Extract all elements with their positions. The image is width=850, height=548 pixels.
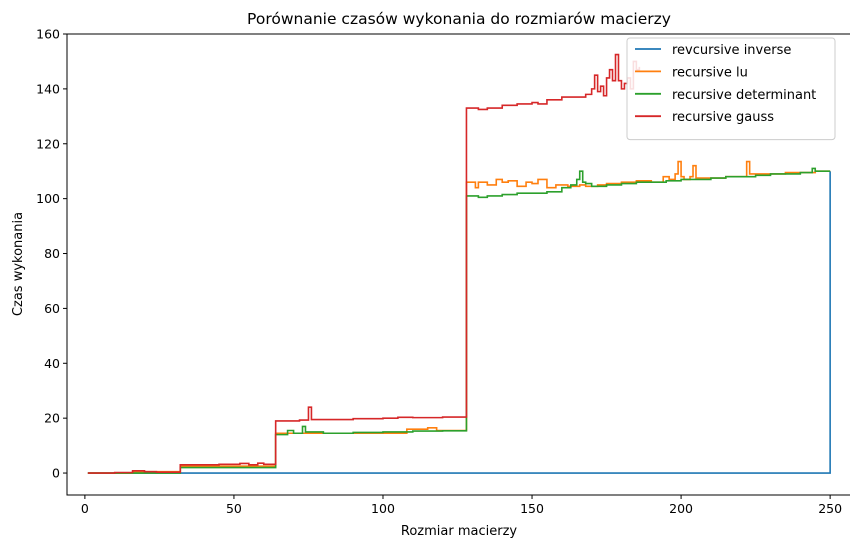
x-axis: 0 50 100 150 200 250 bbox=[81, 495, 842, 516]
plot-frame bbox=[66, 33, 850, 496]
y-tick-label: 160 bbox=[36, 27, 60, 42]
y-tick-label: 80 bbox=[44, 246, 60, 261]
y-axis-label: Czas wykonania bbox=[11, 212, 26, 316]
y-tick-label: 100 bbox=[36, 191, 60, 206]
x-tick-label: 250 bbox=[818, 501, 842, 516]
x-tick-label: 150 bbox=[520, 501, 544, 516]
chart-title: Porównanie czasów wykonania do rozmiarów… bbox=[247, 10, 671, 28]
x-tick-label: 50 bbox=[226, 501, 242, 516]
legend-box bbox=[626, 37, 836, 141]
x-tick-label: 0 bbox=[81, 501, 89, 516]
y-tick-label: 60 bbox=[44, 301, 60, 316]
y-tick-label: 20 bbox=[44, 411, 60, 426]
series-line-3 bbox=[87, 167, 831, 474]
legend-label: revcursive inverse bbox=[672, 43, 791, 58]
y-tick-label: 120 bbox=[36, 136, 60, 151]
legend: revcursive inverse recursive lu recursive … bbox=[626, 37, 836, 141]
y-tick-label: 40 bbox=[44, 356, 60, 371]
y-axis: 0 20 40 60 80 100 120 140 160 bbox=[36, 27, 67, 481]
series-layer bbox=[87, 53, 831, 474]
series-line-1 bbox=[87, 171, 831, 474]
series-line-4 bbox=[87, 53, 641, 474]
legend-label: recursive gauss bbox=[672, 110, 774, 125]
y-tick-label: 140 bbox=[36, 81, 60, 96]
legend-label: recursive lu bbox=[672, 65, 748, 80]
x-tick-label: 100 bbox=[371, 501, 395, 516]
y-tick-label: 0 bbox=[52, 466, 60, 481]
x-axis-label: Rozmiar macierzy bbox=[401, 524, 518, 539]
x-tick-label: 200 bbox=[669, 501, 693, 516]
legend-label: recursive determinant bbox=[672, 88, 816, 103]
